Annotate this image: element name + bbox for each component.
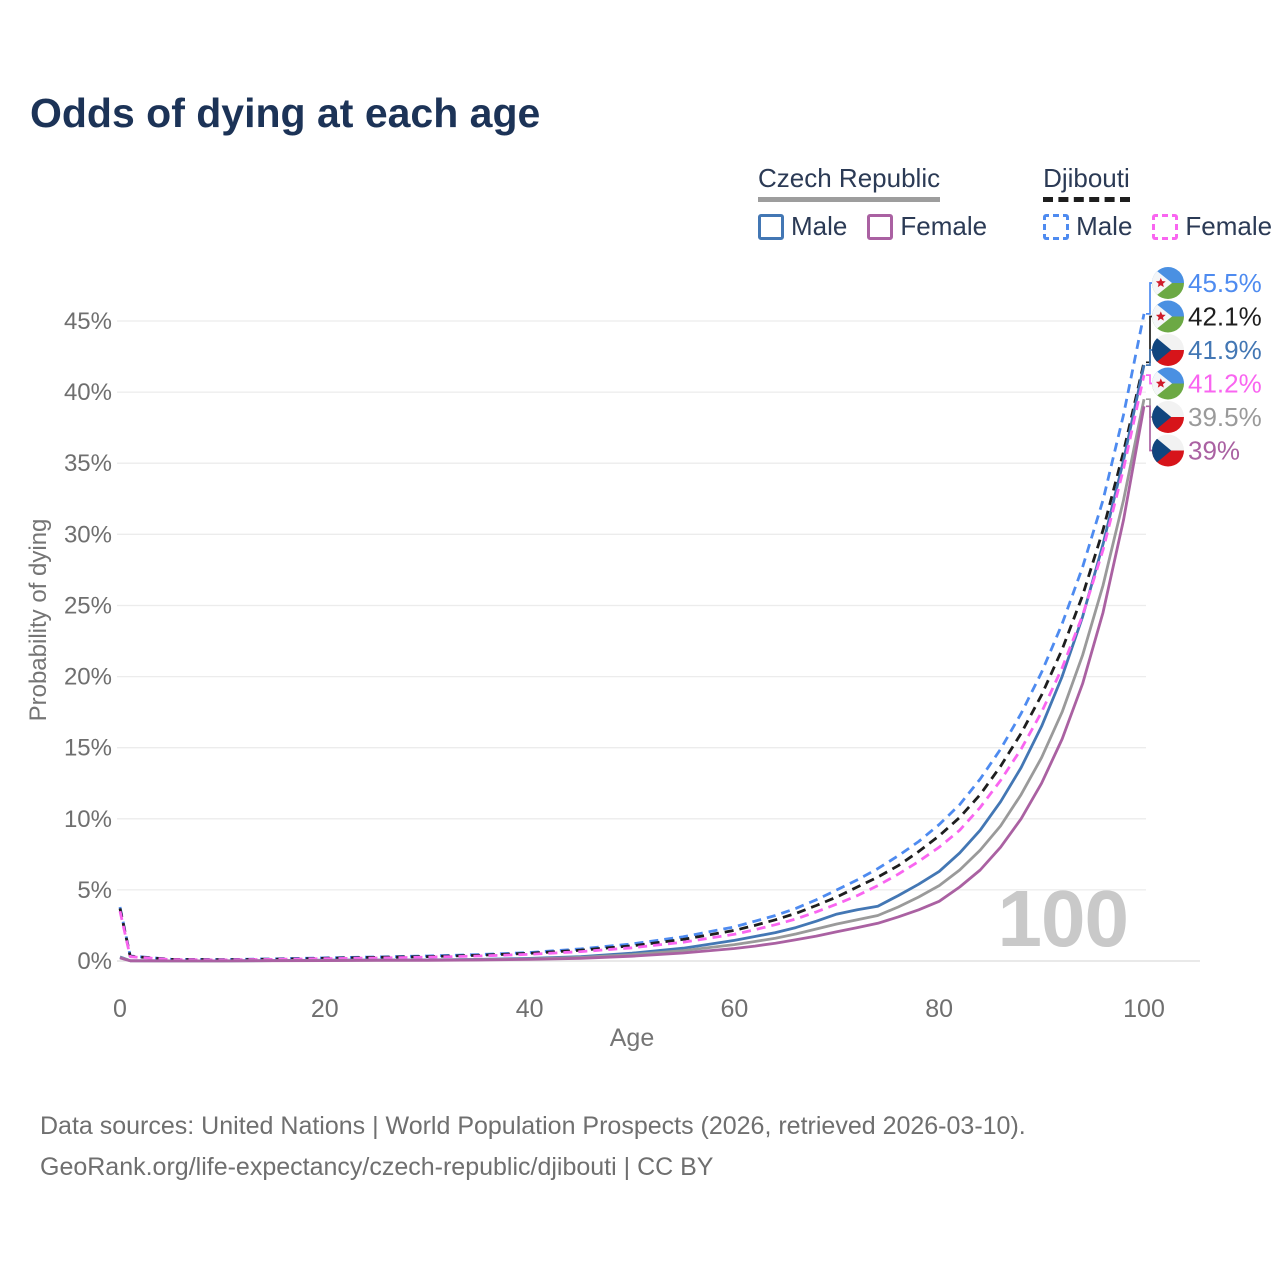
series-line-djibouti-both-sexes (118, 361, 1146, 962)
series-end-label-czech-republic-female: 39% (1188, 436, 1240, 466)
x-axis-tick-label: 40 (516, 995, 544, 1023)
x-axis-tick-label: 20 (311, 995, 339, 1023)
series-leader-line (1146, 405, 1152, 452)
czech-flag-icon (1152, 434, 1184, 467)
series-leader-line (1146, 374, 1152, 385)
series-line-djibouti-female (118, 374, 1146, 962)
y-axis-tick-label: 0% (77, 948, 112, 975)
footer-source-line: Data sources: United Nations | World Pop… (40, 1112, 1026, 1140)
legend-item-label: Male (1076, 211, 1133, 241)
y-axis-tick-label: 20% (64, 664, 112, 691)
legend-items-row: Male Female (758, 211, 987, 242)
legend-swatch-icon (1152, 213, 1179, 240)
legend-item-label: Female (900, 211, 988, 241)
x-axis-title: Age (610, 1024, 654, 1052)
legend-item-label: Male (791, 211, 848, 241)
czech-flag-icon (1152, 401, 1184, 433)
y-axis-tick-label: 40% (64, 379, 112, 406)
y-axis-title: Probability of dying (25, 519, 52, 722)
footer-attribution-line: GeoRank.org/life-expectancy/czech-republ… (40, 1153, 714, 1181)
series-line-czech-republic-female (119, 406, 1146, 963)
y-axis-tick-label: 25% (64, 593, 112, 620)
legend-item-czech-republic-male[interactable]: Male (758, 211, 847, 242)
legend-swatch-icon (758, 213, 784, 240)
age-watermark: 100 (998, 874, 1128, 963)
legend-group-djibouti: Djibouti Male Female (1043, 163, 1272, 242)
series-leader-line (1146, 282, 1152, 315)
y-axis-tick-label: 35% (64, 450, 112, 477)
series-end-label-djibouti-male: 45.5% (1188, 268, 1262, 298)
x-axis-tick-label: 0 (113, 995, 127, 1023)
legend-swatch-icon (867, 213, 894, 240)
series-leader-line (1146, 398, 1152, 418)
legend-swatch-icon (1043, 213, 1070, 240)
y-axis-tick-label: 10% (64, 806, 112, 833)
legend-country-label-czech-republic: Czech Republic (758, 163, 941, 202)
legend-item-djibouti-male[interactable]: Male (1043, 211, 1132, 242)
djibouti-flag-icon (1152, 367, 1184, 400)
djibouti-flag-icon (1152, 267, 1184, 299)
series-line-czech-republic-both-sexes (119, 398, 1146, 963)
x-axis-tick-label: 60 (720, 995, 748, 1023)
series-line-djibouti-male (118, 313, 1146, 961)
series-end-label-czech-republic-male: 41.9% (1188, 335, 1262, 365)
y-axis-tick-label: 5% (77, 877, 112, 904)
legend-item-label: Female (1185, 211, 1273, 241)
footer: Data sources: United Nations | World Pop… (40, 1106, 1026, 1188)
series-end-label-djibouti-both-sexes: 42.1% (1188, 302, 1262, 332)
legend-item-czech-republic-female[interactable]: Female (867, 211, 987, 242)
czech-flag-icon (1152, 334, 1184, 366)
y-axis-tick-label: 15% (64, 735, 112, 762)
y-axis-tick-label: 45% (64, 308, 112, 335)
legend-group-czech-republic: Czech Republic Male Female (758, 163, 987, 242)
legend: Czech Republic Male Female Djibouti Male (758, 163, 1272, 242)
legend-item-djibouti-female[interactable]: Female (1152, 211, 1272, 242)
legend-country-label-djibouti: Djibouti (1043, 163, 1130, 202)
series-leader-line (1146, 349, 1152, 366)
y-axis-tick-label: 30% (64, 521, 112, 548)
series-end-label-czech-republic-both-sexes: 39.5% (1188, 402, 1262, 432)
series-line-czech-republic-male (119, 364, 1146, 963)
page-title: Odds of dying at each age (30, 90, 541, 136)
x-axis-tick-label: 80 (925, 995, 953, 1023)
legend-items-row: Male Female (1043, 211, 1272, 242)
series-end-label-djibouti-female: 41.2% (1188, 369, 1262, 399)
djibouti-flag-icon (1152, 300, 1184, 333)
x-axis-tick-label: 100 (1123, 995, 1165, 1023)
series-leader-line (1146, 315, 1152, 364)
